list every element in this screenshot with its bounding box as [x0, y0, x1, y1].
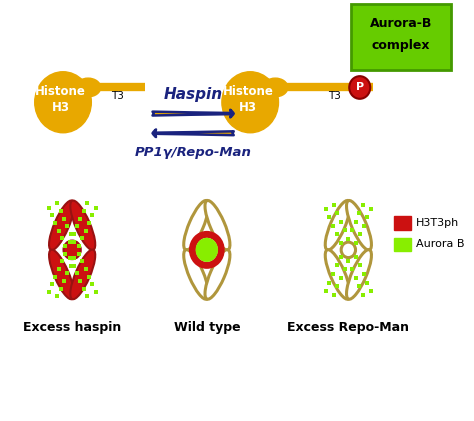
- Text: T3: T3: [328, 91, 341, 101]
- Ellipse shape: [346, 200, 372, 250]
- Ellipse shape: [325, 250, 350, 299]
- Bar: [394, 237, 411, 251]
- Text: Excess haspin: Excess haspin: [23, 321, 121, 333]
- Text: P: P: [356, 83, 364, 93]
- Text: complex: complex: [372, 39, 430, 52]
- Ellipse shape: [70, 200, 95, 250]
- Ellipse shape: [325, 200, 350, 250]
- Circle shape: [341, 242, 356, 258]
- Ellipse shape: [184, 250, 209, 299]
- Ellipse shape: [70, 250, 95, 299]
- Ellipse shape: [263, 78, 288, 97]
- Text: H3T3ph: H3T3ph: [416, 218, 459, 228]
- Text: T3: T3: [111, 91, 124, 101]
- Ellipse shape: [49, 250, 74, 299]
- Circle shape: [222, 72, 279, 133]
- Text: Excess Repo-Man: Excess Repo-Man: [287, 321, 410, 333]
- FancyBboxPatch shape: [351, 4, 451, 70]
- Circle shape: [64, 240, 81, 259]
- Ellipse shape: [346, 250, 372, 299]
- Ellipse shape: [205, 250, 230, 299]
- Text: Histone
H3: Histone H3: [35, 85, 86, 114]
- Ellipse shape: [205, 200, 230, 250]
- Circle shape: [196, 238, 218, 261]
- Circle shape: [349, 76, 370, 99]
- Text: Histone
H3: Histone H3: [222, 85, 273, 114]
- Ellipse shape: [49, 200, 74, 250]
- Bar: [394, 216, 411, 230]
- Text: Aurora-B: Aurora-B: [370, 17, 432, 30]
- Text: Aurora B: Aurora B: [416, 240, 465, 250]
- Circle shape: [198, 240, 216, 259]
- Text: Wild type: Wild type: [173, 321, 240, 333]
- Ellipse shape: [184, 200, 209, 250]
- Text: Haspin: Haspin: [164, 88, 223, 102]
- Text: PP1γ/Repo-Man: PP1γ/Repo-Man: [135, 147, 252, 160]
- Ellipse shape: [75, 78, 100, 97]
- Circle shape: [35, 72, 91, 133]
